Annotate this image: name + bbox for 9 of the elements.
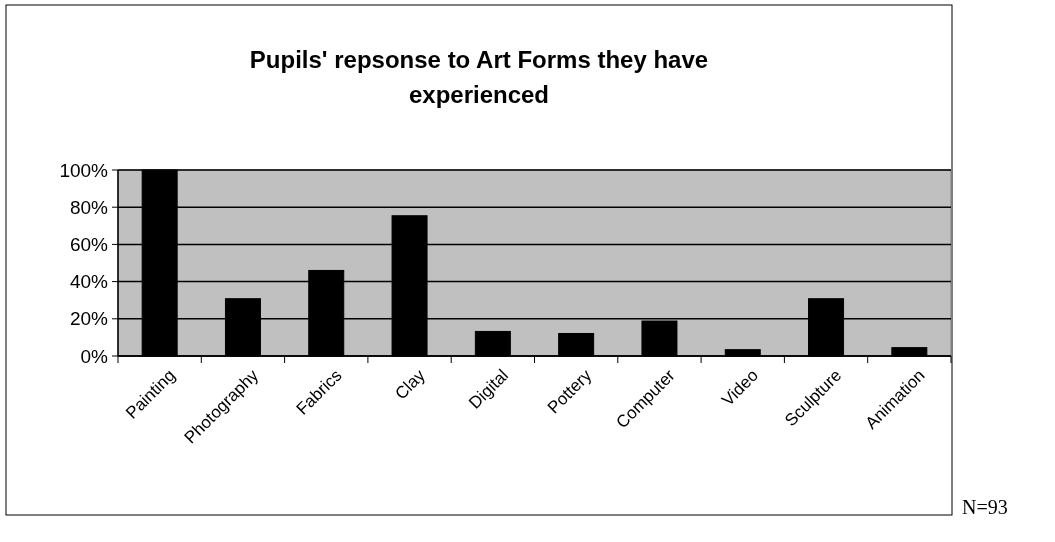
- y-tick-label: 20%: [69, 308, 109, 330]
- y-tick-label: 40%: [69, 271, 109, 293]
- text: N=93: [962, 496, 1008, 518]
- y-tick-label: 100%: [59, 159, 109, 181]
- y-tick-label: 0%: [80, 345, 109, 367]
- x-tick-label: Clay: [391, 365, 430, 404]
- y-tick-label: 80%: [69, 196, 109, 218]
- chart-title: Pupils' repsonse to Art Forms they have experienced: [249, 46, 709, 108]
- y-tick-label: 60%: [69, 234, 109, 256]
